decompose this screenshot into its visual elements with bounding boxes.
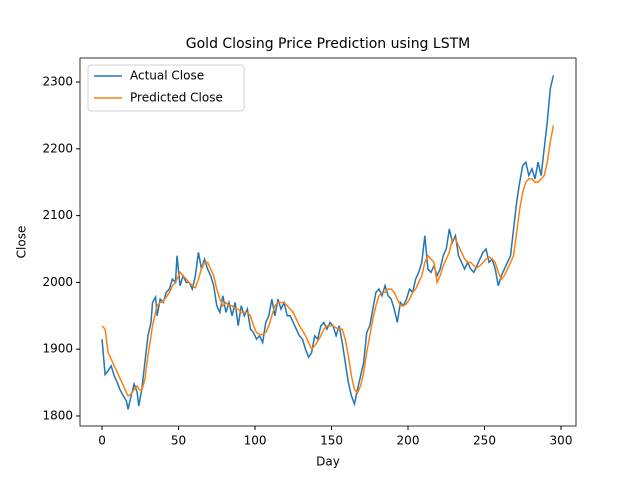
y-tick-label: 2100 (42, 208, 73, 222)
x-tick-label: 50 (171, 434, 186, 448)
y-tick-label: 2200 (42, 141, 73, 155)
y-tick-label: 2300 (42, 75, 73, 89)
data-line (101, 125, 555, 398)
y-tick-label: 1900 (42, 342, 73, 356)
x-tick-label: 300 (550, 434, 573, 448)
x-tick-label: 150 (320, 434, 343, 448)
plot-frame (79, 57, 577, 427)
x-tick-label: 100 (244, 434, 267, 448)
chart-title: Gold Closing Price Prediction using LSTM (186, 36, 470, 52)
legend: Actual Close Predicted Close (87, 64, 245, 112)
x-tick-label: 200 (397, 434, 420, 448)
y-tick-label: 2000 (42, 275, 73, 289)
x-axis-label: Day (316, 455, 340, 469)
y-tick-label: 1800 (42, 408, 73, 422)
legend-box (87, 64, 245, 112)
x-tick-label: 250 (473, 434, 496, 448)
x-tick-label: 0 (98, 434, 106, 448)
y-axis-label: Close (15, 226, 29, 259)
legend-label: Predicted Close (130, 91, 223, 105)
data-line (101, 75, 555, 410)
legend-label: Actual Close (130, 69, 204, 83)
